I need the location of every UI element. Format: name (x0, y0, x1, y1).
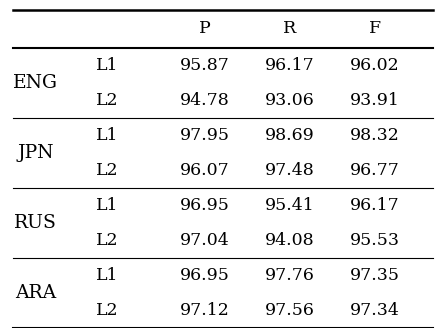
Text: L1: L1 (96, 267, 118, 284)
Text: 95.87: 95.87 (180, 57, 230, 73)
Text: 96.95: 96.95 (180, 267, 230, 284)
Text: 96.17: 96.17 (265, 57, 315, 73)
Text: ARA: ARA (15, 284, 56, 302)
Text: 96.02: 96.02 (350, 57, 400, 73)
Text: L1: L1 (96, 127, 118, 144)
Text: L2: L2 (96, 302, 118, 319)
Text: 94.08: 94.08 (265, 232, 315, 249)
Text: 93.06: 93.06 (265, 92, 315, 109)
Text: 96.95: 96.95 (180, 197, 230, 214)
Text: 98.69: 98.69 (265, 127, 315, 144)
Text: L1: L1 (96, 197, 118, 214)
Text: 98.32: 98.32 (350, 127, 400, 144)
Text: F: F (368, 20, 381, 37)
Text: 95.53: 95.53 (350, 232, 400, 249)
Text: 94.78: 94.78 (180, 92, 230, 109)
Text: 97.56: 97.56 (265, 302, 315, 319)
Text: L1: L1 (96, 57, 118, 73)
Text: JPN: JPN (17, 144, 54, 162)
Text: 96.17: 96.17 (350, 197, 400, 214)
Text: ENG: ENG (13, 74, 58, 92)
Text: 96.07: 96.07 (180, 162, 230, 179)
Text: 97.48: 97.48 (265, 162, 315, 179)
Text: 93.91: 93.91 (350, 92, 400, 109)
Text: 96.77: 96.77 (350, 162, 400, 179)
Text: 97.04: 97.04 (180, 232, 230, 249)
Text: 97.12: 97.12 (180, 302, 230, 319)
Text: R: R (283, 20, 297, 37)
Text: 95.41: 95.41 (265, 197, 315, 214)
Text: 97.35: 97.35 (350, 267, 400, 284)
Text: L2: L2 (96, 232, 118, 249)
Text: 97.76: 97.76 (265, 267, 315, 284)
Text: L2: L2 (96, 162, 118, 179)
Text: RUS: RUS (14, 214, 57, 232)
Text: P: P (199, 20, 211, 37)
Text: 97.34: 97.34 (350, 302, 400, 319)
Text: 97.95: 97.95 (180, 127, 230, 144)
Text: L2: L2 (96, 92, 118, 109)
